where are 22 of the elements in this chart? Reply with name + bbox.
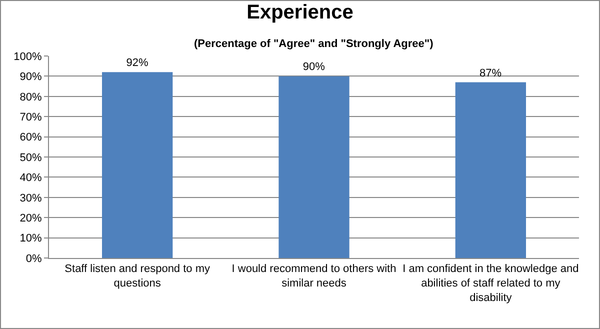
data-label: 92%: [126, 57, 148, 70]
x-tick-label: I am confident in the knowledge and abilities of staff related to my disability: [402, 263, 579, 304]
y-tick-label: 60%: [20, 132, 42, 144]
y-tick-label: 10%: [20, 232, 42, 245]
y-tick-label: 0%: [26, 252, 42, 265]
bar: [102, 72, 173, 258]
chart-title: Experience: [246, 1, 354, 24]
y-tick-label: 70%: [20, 111, 42, 124]
bar: [278, 76, 350, 258]
chart-subtitle: (Percentage of "Agree" and "Strongly Agree"): [194, 38, 434, 50]
y-tick-label: 80%: [20, 91, 42, 104]
y-tick-label: 40%: [20, 172, 42, 184]
x-tick-label: Staff listen and respond to my questions: [64, 263, 210, 290]
bar: [455, 82, 526, 258]
y-tick-label: 50%: [20, 152, 42, 164]
y-tick-label: 100%: [14, 50, 42, 63]
y-tick-label: 90%: [20, 71, 42, 84]
y-tick-label: 20%: [20, 212, 42, 224]
data-label: 87%: [480, 67, 502, 80]
data-label: 90%: [302, 61, 326, 74]
x-tick-label: I would recommend to others with similar needs: [232, 263, 396, 290]
y-tick-label: 30%: [20, 192, 42, 204]
